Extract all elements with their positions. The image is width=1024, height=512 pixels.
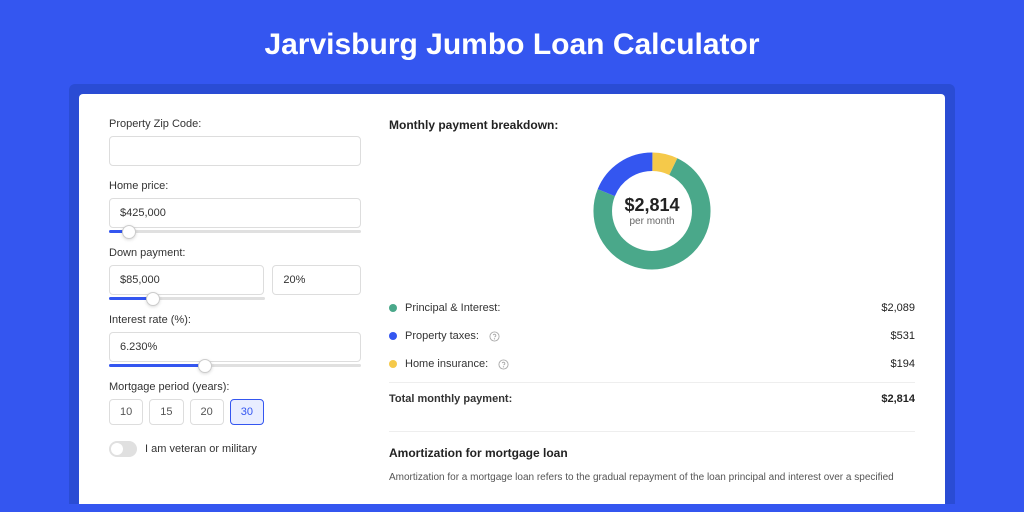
breakdown-label: Home insurance: (405, 358, 488, 370)
home-price-group: Home price: (109, 180, 361, 233)
amortization-card: Amortization for mortgage loan Amortizat… (389, 431, 915, 485)
breakdown-label: Principal & Interest: (405, 302, 500, 314)
slider-thumb[interactable] (198, 359, 212, 373)
mortgage-period-label: Mortgage period (years): (109, 381, 361, 393)
calculator-outer-card: Property Zip Code: Home price: Down paym… (69, 84, 955, 504)
info-icon[interactable] (498, 359, 509, 370)
period-btn-30[interactable]: 30 (230, 399, 264, 425)
zip-label: Property Zip Code: (109, 118, 361, 130)
down-payment-amount-input[interactable] (109, 265, 264, 295)
total-value: $2,814 (881, 393, 915, 405)
page-title: Jarvisburg Jumbo Loan Calculator (0, 0, 1024, 84)
interest-rate-group: Interest rate (%): (109, 314, 361, 367)
period-btn-15[interactable]: 15 (149, 399, 183, 425)
form-column: Property Zip Code: Home price: Down paym… (109, 118, 361, 480)
breakdown-label: Property taxes: (405, 330, 479, 342)
amortization-title: Amortization for mortgage loan (389, 446, 915, 460)
legend-dot (389, 304, 397, 312)
amortization-text: Amortization for a mortgage loan refers … (389, 470, 915, 485)
home-price-input[interactable] (109, 198, 361, 228)
slider-thumb[interactable] (122, 225, 136, 239)
breakdown-row: Property taxes: $531 (389, 322, 915, 350)
breakdown-value: $531 (891, 330, 915, 342)
info-icon[interactable] (489, 331, 500, 342)
breakdown-rows: Principal & Interest: $2,089Property tax… (389, 294, 915, 378)
breakdown-row: Home insurance: $194 (389, 350, 915, 378)
donut-amount: $2,814 (624, 195, 679, 216)
home-price-label: Home price: (109, 180, 361, 192)
legend-dot (389, 332, 397, 340)
down-payment-label: Down payment: (109, 247, 361, 259)
donut-sub: per month (624, 216, 679, 227)
donut-center: $2,814 per month (624, 195, 679, 227)
down-payment-percent-input[interactable] (272, 265, 361, 295)
period-buttons: 1015 2030 (109, 399, 361, 425)
period-btn-20[interactable]: 20 (190, 399, 224, 425)
breakdown-value: $2,089 (881, 302, 915, 314)
mortgage-period-group: Mortgage period (years): 1015 2030 (109, 381, 361, 425)
legend-dot (389, 360, 397, 368)
breakdown-title: Monthly payment breakdown: (389, 118, 915, 132)
down-payment-slider[interactable] (109, 297, 265, 300)
interest-rate-label: Interest rate (%): (109, 314, 361, 326)
veteran-label: I am veteran or military (145, 443, 257, 455)
breakdown-value: $194 (891, 358, 915, 370)
period-btn-10[interactable]: 10 (109, 399, 143, 425)
total-label: Total monthly payment: (389, 393, 512, 405)
down-payment-group: Down payment: (109, 247, 361, 300)
interest-rate-input[interactable] (109, 332, 361, 362)
interest-rate-slider[interactable] (109, 364, 361, 367)
veteran-toggle-row: I am veteran or military (109, 441, 361, 457)
donut-chart: $2,814 per month (389, 146, 915, 276)
veteran-toggle[interactable] (109, 441, 137, 457)
breakdown-column: Monthly payment breakdown: $2,814 per mo… (389, 118, 915, 480)
zip-group: Property Zip Code: (109, 118, 361, 166)
calculator-inner-card: Property Zip Code: Home price: Down paym… (79, 94, 945, 504)
total-row: Total monthly payment: $2,814 (389, 382, 915, 413)
zip-input[interactable] (109, 136, 361, 166)
breakdown-row: Principal & Interest: $2,089 (389, 294, 915, 322)
slider-thumb[interactable] (146, 292, 160, 306)
home-price-slider[interactable] (109, 230, 361, 233)
